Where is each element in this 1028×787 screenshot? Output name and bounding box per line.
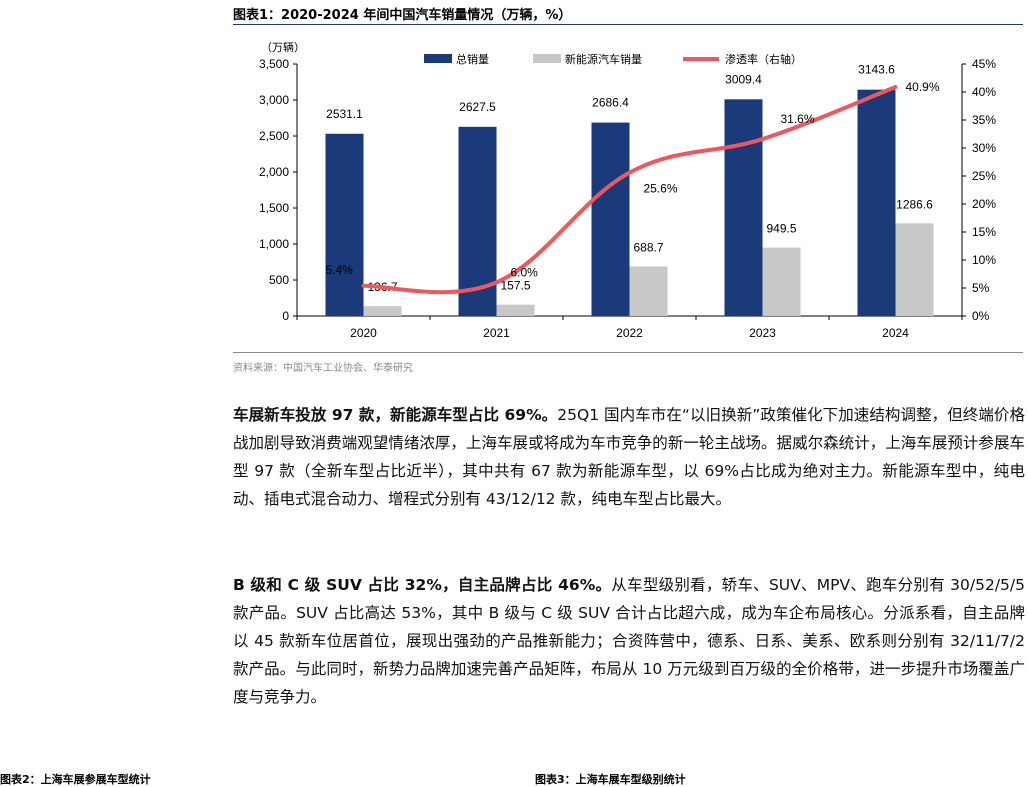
x-tick-label: 2022 bbox=[616, 326, 643, 340]
y-left-tick-label: 3,000 bbox=[259, 93, 289, 107]
bar-nev-sales bbox=[496, 304, 535, 316]
line-penetration-label: 5.4% bbox=[326, 263, 354, 277]
y-left-unit-label: （万辆） bbox=[261, 40, 305, 54]
paragraph-body: 从车型级别看，轿车、SUV、MPV、跑车分别有 30/52/5/5 款产品。SU… bbox=[233, 576, 1025, 706]
x-tick-label: 2021 bbox=[483, 326, 510, 340]
x-tick-label: 2024 bbox=[882, 326, 909, 340]
y-left-tick-label: 1,000 bbox=[259, 237, 289, 251]
y-right-tick-label: 5% bbox=[972, 281, 990, 295]
paragraph-heading: 车展新车投放 97 款，新能源车型占比 69%。 bbox=[233, 406, 558, 424]
bar-nev-sales-label: 949.5 bbox=[766, 222, 796, 236]
bar-nev-sales bbox=[629, 266, 668, 316]
y-right-tick-label: 25% bbox=[972, 169, 996, 183]
next-figure-title-left: 图表2：上海车展参展车型统计 bbox=[0, 773, 151, 786]
y-right-tick-label: 40% bbox=[972, 85, 996, 99]
line-penetration-label: 6.0% bbox=[511, 265, 539, 279]
y-right-tick-label: 0% bbox=[972, 309, 990, 323]
line-penetration-label: 25.6% bbox=[644, 182, 678, 196]
y-left-tick-label: 1,500 bbox=[259, 201, 289, 215]
paragraph-suv-brands: B 级和 C 级 SUV 占比 32%，自主品牌占比 46%。从车型级别看，轿车… bbox=[233, 571, 1025, 711]
bar-total-sales-label: 2627.5 bbox=[459, 100, 496, 114]
legend-label: 渗透率（右轴） bbox=[725, 52, 802, 66]
paragraph-auto-show: 车展新车投放 97 款，新能源车型占比 69%。25Q1 国内车市在“以旧换新”… bbox=[233, 401, 1025, 513]
bar-total-sales bbox=[724, 99, 763, 316]
legend-swatch bbox=[533, 54, 561, 63]
bar-nev-sales-label: 1286.6 bbox=[896, 197, 933, 211]
bar-total-sales bbox=[591, 122, 630, 317]
y-left-tick-label: 3,500 bbox=[259, 57, 289, 71]
bar-total-sales bbox=[857, 89, 896, 316]
sales-chart: 0 500 1,000 1,500 2,000 2,500 3,000 3,500 （万辆） 0%… bbox=[259, 40, 996, 340]
y-right-tick-label: 30% bbox=[972, 141, 996, 155]
bar-nev-sales-label: 157.5 bbox=[500, 279, 530, 293]
bar-nev-sales bbox=[363, 306, 402, 316]
y-right-tick-label: 20% bbox=[972, 197, 996, 211]
bar-total-sales-label: 2686.4 bbox=[592, 96, 629, 110]
y-left-tick-label: 500 bbox=[269, 273, 289, 287]
y-left-tick-label: 0 bbox=[282, 309, 289, 323]
bar-nev-sales-label: 688.7 bbox=[633, 240, 663, 254]
paragraph-heading: B 级和 C 级 SUV 占比 32%，自主品牌占比 46%。 bbox=[233, 576, 612, 594]
figure-bottom-rule bbox=[233, 352, 1023, 353]
next-figure-title-right: 图表3：上海车展车型级别统计 bbox=[535, 773, 686, 786]
y-right-tick-label: 35% bbox=[972, 113, 996, 127]
line-penetration-rate bbox=[361, 84, 898, 295]
figure-source: 资料来源：中国汽车工业协会、华泰研究 bbox=[233, 363, 413, 374]
bar-total-sales-label: 3009.4 bbox=[725, 72, 762, 86]
y-right-tick-label: 15% bbox=[972, 225, 996, 239]
figure-title: 图表1：2020-2024 年间中国汽车销量情况（万辆，%） bbox=[233, 8, 572, 23]
legend-label: 总销量 bbox=[456, 52, 489, 66]
legend-swatch bbox=[424, 54, 452, 63]
bar-total-sales-label: 3143.6 bbox=[858, 63, 895, 77]
figure-top-rule bbox=[233, 24, 1023, 25]
paragraph-body: 25Q1 国内车市在“以旧换新”政策催化下加速结构调整，但终端价格战加剧导致消费… bbox=[233, 406, 1025, 508]
y-left-tick-label: 2,000 bbox=[259, 165, 289, 179]
line-penetration-label: 40.9% bbox=[906, 80, 940, 94]
legend-label: 新能源汽车销量 bbox=[565, 52, 642, 66]
bar-total-sales-label: 2531.1 bbox=[326, 107, 363, 121]
x-tick-label: 2020 bbox=[350, 326, 377, 340]
y-right-tick-label: 10% bbox=[972, 253, 996, 267]
y-right-tick-label: 45% bbox=[972, 57, 996, 71]
bar-total-sales bbox=[325, 133, 364, 316]
line-penetration-label: 31.6% bbox=[781, 112, 815, 126]
bar-nev-sales bbox=[762, 247, 801, 316]
y-left-tick-label: 2,500 bbox=[259, 129, 289, 143]
bar-nev-sales bbox=[895, 223, 934, 316]
x-tick-label: 2023 bbox=[749, 326, 776, 340]
